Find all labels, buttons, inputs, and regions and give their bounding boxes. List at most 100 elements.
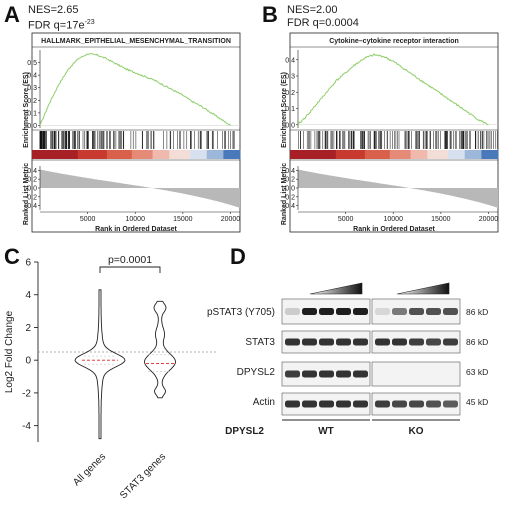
gsea-b-heat-segment: [427, 150, 449, 159]
blot-band-ko: [375, 400, 390, 408]
gsea-a-heat-segment: [190, 150, 207, 159]
gsea-b-es-tick-label: 0.4: [285, 57, 295, 64]
gsea-b-heat-segment: [389, 150, 411, 159]
blot-band-wt: [302, 370, 317, 378]
blot-band-ko: [409, 308, 424, 315]
wt-concentration-wedge: [309, 282, 363, 295]
gsea-a-x-tick-label: 10000: [126, 216, 146, 223]
panel-letter-c: C: [4, 244, 20, 269]
gsea-b-heat-segment: [481, 150, 499, 159]
gsea-a-x-axis: 5000 10000 15000 20000: [40, 211, 240, 223]
blot-band-ko: [426, 400, 441, 408]
violin-y-tick-label: -2: [22, 388, 31, 399]
gsea-a-heat-segment: [223, 150, 241, 159]
violin-xlabel-stat3: STAT3 genes: [118, 451, 168, 501]
blot-band-ko: [443, 400, 458, 408]
blot-band-wt: [336, 338, 351, 346]
blot-band-wt: [302, 338, 317, 346]
blot-band-wt: [353, 308, 368, 315]
gsea-plot-a: HALLMARK_EPITHELIAL_MESENCHYMAL_TRANSITI…: [23, 32, 241, 233]
blot-band-wt: [336, 370, 351, 378]
gsea-b-rlm-tick-label: 0.2: [285, 177, 295, 184]
panel-letter-b: B: [262, 2, 278, 27]
nes-b: NES=2.00: [287, 4, 338, 16]
gsea-b-heat-segment: [464, 150, 482, 159]
gsea-b-x-tick-label: 15000: [431, 216, 451, 223]
gsea-b-es-tick-label: 0.1: [285, 106, 295, 113]
blot-label-actin: Actin: [253, 397, 275, 408]
violin-pvalue: p=0.0001: [108, 254, 152, 266]
gsea-b-x-tick-label: 20000: [479, 216, 499, 223]
panel-letter-a: A: [4, 2, 20, 27]
blot-group-wt: WT: [318, 426, 334, 437]
blot-band-wt: [302, 308, 317, 315]
gsea-a-es-axis: 0.5 0.4 0.3 0.2 0.1 0.0: [27, 50, 41, 130]
blot-box-ko: [371, 361, 461, 387]
blot-band-wt: [353, 370, 368, 378]
gsea-b-rlm-ylabel: Ranked List Metric: [281, 163, 288, 225]
gsea-a-ranked-metric-area: [40, 169, 240, 208]
blot-band-ko: [443, 338, 458, 346]
blot-band-ko: [392, 400, 407, 408]
gsea-a-es-ylabel: Enrichment Score (ES): [23, 72, 30, 148]
gsea-b-x-axis: 5000 10000 15000 20000: [298, 211, 499, 223]
blot-band-wt: [336, 308, 351, 315]
gsea-a-heat-segment: [131, 150, 153, 159]
gsea-a-rlm-tick-label: 0.4: [27, 168, 37, 175]
violin-stat3-genes: [144, 300, 176, 399]
blot-band-ko: [392, 308, 407, 315]
gsea-a-es-curve: [39, 53, 231, 126]
blot-size-actin: 45 kD: [466, 397, 488, 407]
violin-plot: 6 4 2 0 -2 -4 Log2 Fold Change p=0.0001 All g…: [4, 254, 218, 501]
nes-a: NES=2.65: [28, 4, 79, 16]
gsea-b-title: Cytokine–cytokine receptor interaction: [329, 38, 459, 45]
gsea-a-rlm-tick-label: 0.0: [27, 186, 37, 193]
violin-quartile-lines: [82, 354, 174, 372]
gsea-a-heatmap-strip: [32, 150, 241, 161]
gsea-b-rlm-axis: 0.4 0.2 0.0-0.2 -0.4: [283, 166, 299, 210]
violin-y-tick-label: 4: [25, 290, 31, 301]
blot-size-dpysl2: 63 kD: [466, 367, 488, 377]
blot-band-wt: [319, 370, 334, 378]
gsea-b-heatmap-strip: [290, 150, 499, 161]
violin-y-tick-label: 2: [25, 323, 31, 334]
blot-label-stat3: STAT3: [245, 337, 275, 348]
gsea-b-heat-segment: [364, 150, 391, 159]
gsea-b-x-tick-label: 10000: [384, 216, 404, 223]
blot-band-wt: [319, 338, 334, 346]
gsea-b-heat-segment: [410, 150, 428, 159]
gsea-a-heat-segment: [32, 150, 79, 159]
gsea-b-frame: [289, 32, 499, 233]
gsea-b-rlm-tick-label: -0.4: [283, 203, 295, 210]
gsea-b-ranked-metric-area: [298, 169, 498, 208]
fdr-a-prefix: FDR q=17e: [28, 19, 85, 32]
gsea-a-x-tick-label: 5000: [80, 216, 96, 223]
blot-band-ko: [392, 338, 407, 346]
violin-y-ticks: 6 4 2 0 -2 -4: [22, 258, 38, 432]
blot-band-ko: [426, 308, 441, 315]
blot-band-ko: [443, 308, 458, 315]
blot-size-stat3: 86 kD: [466, 337, 488, 347]
gsea-b-rlm-tick-label: 0.0: [285, 186, 295, 193]
blot-band-wt: [302, 400, 317, 408]
blot-band-wt: [353, 338, 368, 346]
blot-band-ko: [409, 338, 424, 346]
blot-group-label: DPYSL2: [225, 426, 264, 437]
gsea-a-frame: [31, 32, 241, 233]
gsea-a-heat-segment: [169, 150, 191, 159]
gsea-a-es-tick-label: 0.4: [27, 73, 37, 80]
blot-band-ko: [375, 308, 390, 315]
gsea-a-rlm-tick-label: -0.4: [25, 203, 37, 210]
blot-band-wt: [285, 400, 300, 408]
blot-label-pstat3: pSTAT3 (Y705): [207, 307, 275, 318]
blot-band-wt: [319, 308, 334, 315]
gsea-b-rlm-tick-label: -0.2: [283, 194, 295, 201]
gsea-b-heat-segment: [290, 150, 337, 159]
panel-letter-d: D: [230, 244, 246, 269]
blot-band-wt: [336, 400, 351, 408]
gsea-a-rlm-tick-label: -0.2: [25, 194, 37, 201]
gsea-b-es-ylabel: Enrichment Score (ES): [281, 72, 288, 148]
gsea-b-x-tick-label: 5000: [338, 216, 354, 223]
blot-band-ko: [426, 338, 441, 346]
blot-rows: [281, 298, 461, 416]
